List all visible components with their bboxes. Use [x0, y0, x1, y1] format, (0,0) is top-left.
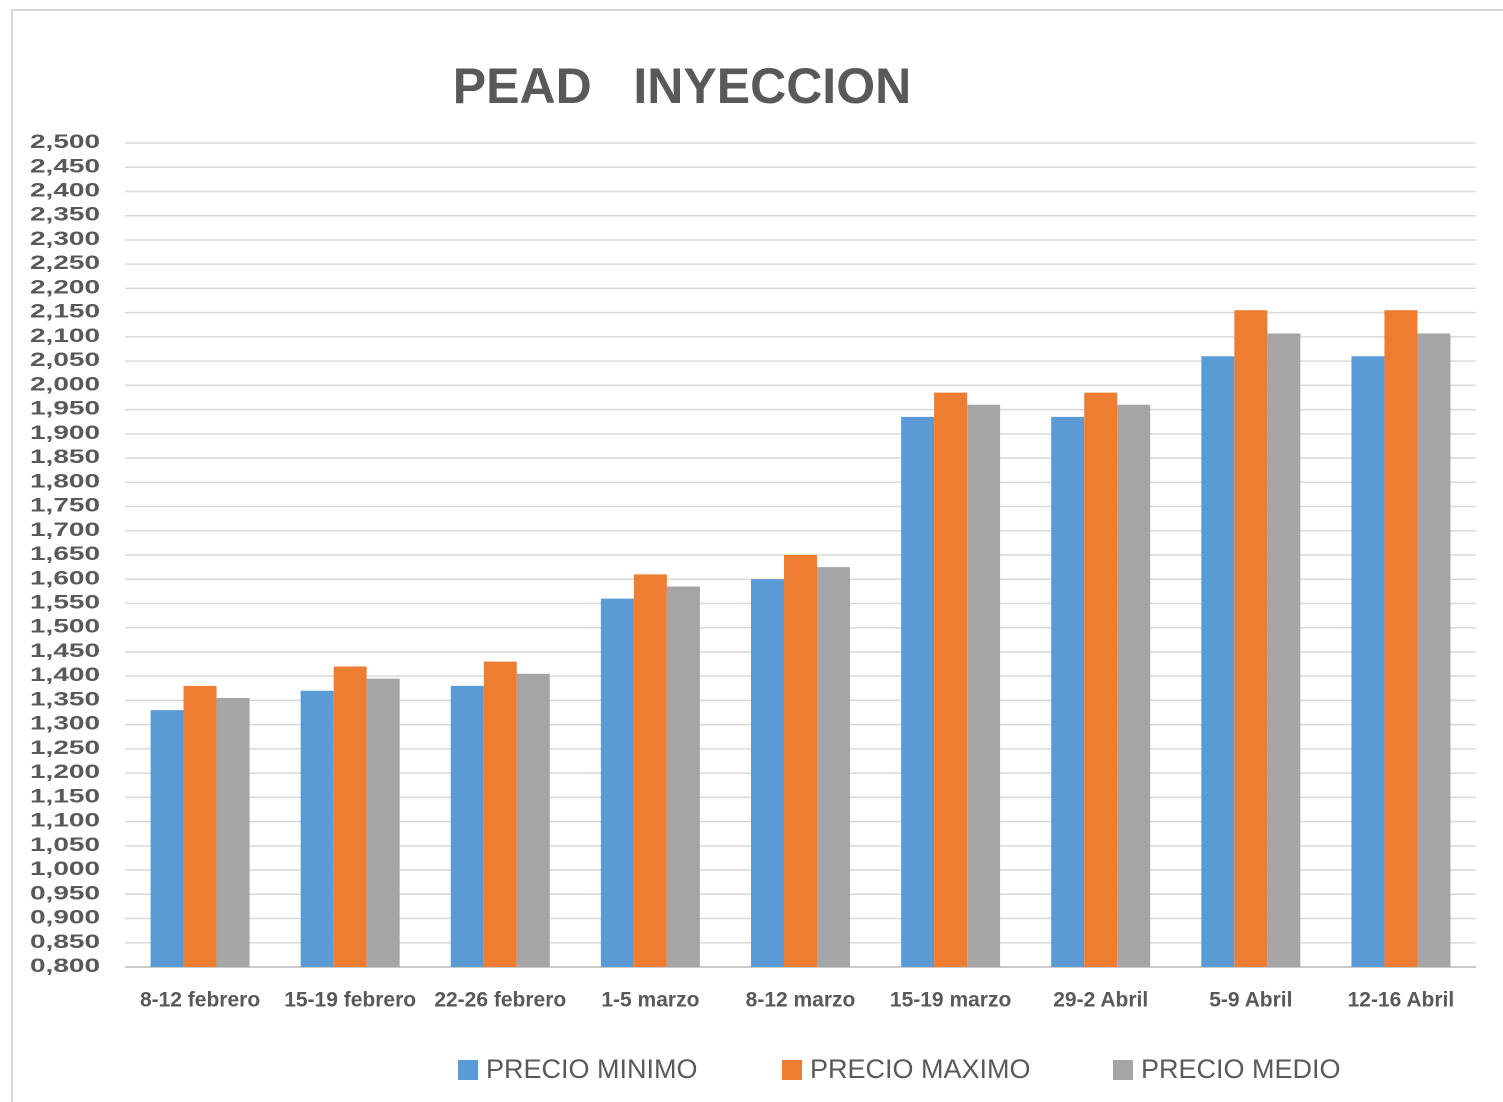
y-tick-label: 1,700 [30, 520, 100, 541]
y-tick-label: 1,900 [30, 423, 100, 444]
y-tick-label: 1,750 [30, 496, 100, 517]
y-tick-label: 1,300 [30, 714, 100, 735]
y-tick-label: 1,050 [30, 835, 100, 856]
legend-label: PRECIO MEDIO [1141, 1054, 1341, 1084]
y-tick-label: 2,250 [30, 253, 100, 274]
bar [1201, 356, 1235, 967]
bar [1267, 333, 1301, 968]
y-tick-label: 2,150 [30, 302, 100, 323]
y-tick-label: 2,000 [30, 374, 100, 395]
y-tick-label: 1,400 [30, 665, 100, 686]
bar [600, 598, 634, 967]
bar [633, 574, 667, 967]
bar [967, 404, 1001, 967]
legend-swatch [782, 1060, 802, 1080]
x-tick-label: 5-9 Abril [1209, 989, 1292, 1012]
y-tick-label: 2,350 [30, 205, 100, 226]
bar [150, 710, 184, 967]
y-tick-label: 2,200 [30, 277, 100, 298]
legend-swatch [1113, 1060, 1133, 1080]
bar [366, 678, 400, 967]
x-tick-label: 8-12 marzo [746, 989, 856, 1012]
y-tick-label: 1,950 [30, 399, 100, 420]
y-tick-label: 1,500 [30, 617, 100, 638]
bar [1351, 356, 1385, 967]
bar [666, 586, 700, 967]
legend-label: PRECIO MAXIMO [810, 1054, 1031, 1084]
y-tick-label: 2,450 [30, 156, 100, 177]
y-tick-label: 1,550 [30, 592, 100, 613]
x-tick-label: 22-26 febrero [434, 989, 566, 1012]
y-tick-label: 2,300 [30, 229, 100, 250]
y-tick-label: 0,900 [30, 908, 100, 929]
bar [817, 567, 850, 967]
y-tick-label: 1,850 [30, 447, 100, 468]
x-tick-label: 1-5 marzo [601, 989, 699, 1012]
bar [1384, 310, 1418, 968]
bar [784, 555, 817, 967]
bar [516, 673, 550, 967]
y-tick-label: 1,350 [30, 689, 100, 710]
y-tick-label: 0,950 [30, 883, 100, 904]
bar [216, 697, 250, 967]
y-tick-label: 2,050 [30, 350, 100, 371]
x-tick-label: 8-12 febrero [140, 989, 260, 1012]
x-tick-label: 12-16 Abril [1348, 989, 1455, 1012]
bar [751, 579, 784, 967]
bar [934, 392, 968, 967]
legend-swatch [458, 1060, 478, 1080]
legend-label: PRECIO MINIMO [486, 1054, 698, 1084]
bar [183, 685, 217, 967]
bar [1117, 404, 1151, 967]
bar [1051, 416, 1085, 967]
bar [300, 690, 334, 967]
bar [1234, 310, 1268, 968]
y-tick-label: 0,850 [30, 932, 100, 953]
bar [901, 416, 935, 967]
bar [1084, 392, 1118, 967]
y-tick-label: 1,000 [30, 859, 100, 880]
bar [450, 685, 484, 967]
y-tick-label: 2,100 [30, 326, 100, 347]
bar [483, 661, 517, 967]
y-tick-label: 1,100 [30, 811, 100, 832]
y-tick-label: 1,200 [30, 762, 100, 783]
y-tick-label: 0,800 [30, 956, 100, 977]
y-tick-label: 1,600 [30, 568, 100, 589]
x-tick-label: 15-19 marzo [890, 989, 1011, 1012]
y-tick-label: 1,450 [30, 641, 100, 662]
y-tick-label: 1,800 [30, 471, 100, 492]
x-tick-label: 15-19 febrero [284, 989, 416, 1012]
y-tick-label: 2,500 [30, 132, 100, 153]
y-tick-label: 1,150 [30, 786, 100, 807]
y-tick-label: 2,400 [30, 180, 100, 201]
bar [333, 666, 367, 967]
y-tick-label: 1,650 [30, 544, 100, 565]
y-tick-label: 1,250 [30, 738, 100, 759]
bar [1417, 333, 1451, 968]
x-tick-label: 29-2 Abril [1053, 989, 1148, 1012]
chart-title: PEAD INYECCION [453, 58, 911, 114]
